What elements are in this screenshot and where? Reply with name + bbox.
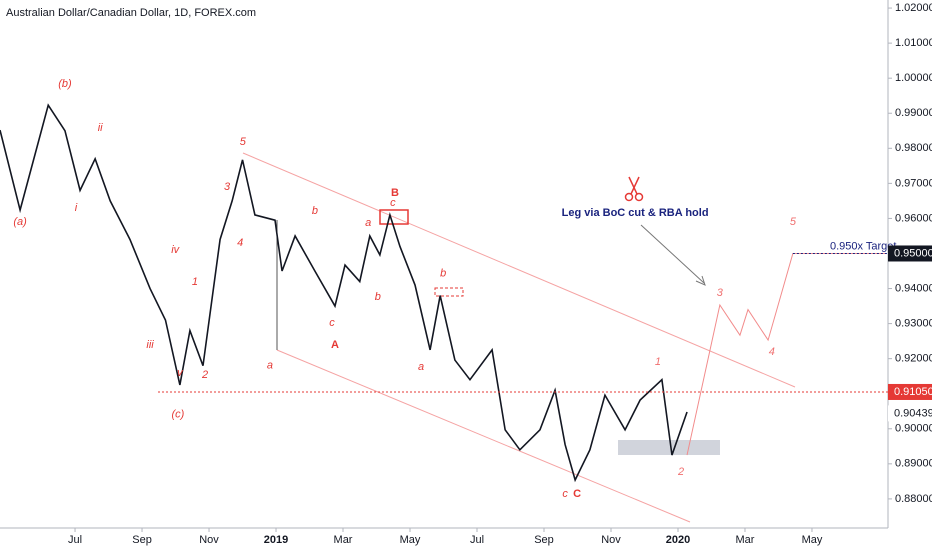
price-line	[0, 103, 688, 483]
y-tick-label: 0.96000	[895, 212, 932, 224]
annotation: iii	[146, 339, 154, 351]
annotation: 1	[192, 276, 198, 288]
x-tick-label: Sep	[132, 534, 152, 546]
x-tick-label: Jul	[470, 534, 484, 546]
price-tag-label: 0.95000	[894, 247, 932, 259]
annotation: a	[267, 360, 273, 372]
x-tick-label: Nov	[199, 534, 219, 546]
annotation: Leg via BoC cut & RBA hold	[562, 207, 709, 219]
arrow	[640, 224, 705, 284]
channel-upper	[242, 152, 796, 388]
y-tick-label: 0.99000	[895, 107, 932, 119]
y-tick-label: 1.02000	[895, 2, 932, 14]
price-tag	[888, 245, 932, 262]
annotation: 1	[655, 356, 661, 368]
x-tick-label: May	[400, 534, 421, 546]
price-tag	[888, 405, 932, 422]
annotation: A	[331, 339, 339, 351]
x-tick-label: Sep	[534, 534, 554, 546]
annotation: (a)	[13, 216, 27, 228]
y-tick-label: 0.89000	[895, 458, 932, 470]
annotation: c	[562, 488, 568, 500]
annotation: 3	[717, 287, 724, 299]
annotation: b	[375, 291, 381, 303]
x-tick-label: Mar	[736, 534, 755, 546]
y-tick-label: 0.92000	[895, 353, 932, 365]
annotation: 2	[677, 466, 684, 478]
price-tag-label: 0.91050	[894, 386, 932, 398]
x-tick-label: 2020	[666, 534, 690, 546]
annotation: 2	[201, 369, 208, 381]
support-zone	[618, 440, 720, 455]
y-tick-label: 0.90000	[895, 423, 932, 435]
annotation: C	[573, 488, 581, 500]
x-tick-label: Mar	[334, 534, 353, 546]
annotation: (c)	[171, 409, 184, 421]
y-tick-label: 0.93000	[895, 318, 932, 330]
dashed-box	[434, 287, 464, 297]
annotation: ii	[98, 122, 103, 134]
annotation: i	[75, 202, 78, 214]
annotation: (b)	[58, 78, 72, 90]
annotation: a	[365, 217, 371, 229]
y-tick-label: 0.98000	[895, 142, 932, 154]
annotation: 5	[790, 216, 797, 228]
price-tag	[888, 383, 932, 400]
scissors-icon	[624, 176, 644, 202]
annotation: a	[418, 361, 424, 373]
x-tick-label: Jul	[68, 534, 82, 546]
annotation: 3	[224, 181, 231, 193]
price-line	[686, 252, 885, 456]
annotation: B	[391, 187, 399, 199]
y-tick-label: 0.97000	[895, 177, 932, 189]
annotation: c	[390, 197, 396, 209]
annotation: v	[177, 367, 184, 379]
x-tick-label: 2019	[264, 534, 288, 546]
chart-title: Australian Dollar/Canadian Dollar, 1D, F…	[6, 7, 256, 19]
y-tick-label: 0.94000	[895, 282, 932, 294]
annotation: b	[312, 205, 318, 217]
price-tag-label: 0.90439	[894, 407, 932, 419]
y-tick-label: 1.01000	[895, 37, 932, 49]
x-tick-label: Nov	[601, 534, 621, 546]
y-tick-label: 1.00000	[895, 72, 932, 84]
annotation: c	[329, 317, 335, 329]
arrow-head	[695, 275, 706, 286]
annotation: b	[440, 268, 446, 280]
annotation: 4	[237, 237, 243, 249]
x-tick-label: May	[802, 534, 823, 546]
target-label: 0.950x Target	[830, 240, 896, 252]
b-box	[379, 209, 409, 225]
y-tick-label: 0.88000	[895, 493, 932, 505]
annotation: 4	[769, 346, 775, 358]
annotation: 5	[240, 136, 247, 148]
channel-lower	[276, 349, 691, 523]
annotation: iv	[171, 244, 180, 256]
